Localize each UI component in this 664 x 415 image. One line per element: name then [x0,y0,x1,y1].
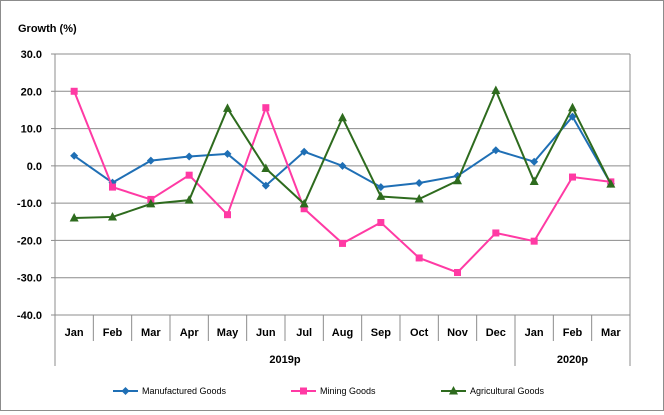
legend-item: Agricultural Goods [441,386,545,396]
x-tick-label: Jan [525,327,544,339]
y-axis-label: Growth (%) [18,23,77,35]
legend-label: Mining Goods [320,386,376,396]
series-lines [69,85,616,276]
y-tick-label: -40.0 [17,310,42,322]
data-point [568,112,577,121]
data-point [185,152,194,161]
legend-item: Mining Goods [291,386,376,396]
legend-marker [121,387,130,395]
data-point [415,179,424,188]
data-point [376,183,385,192]
x-tick-label: Jun [256,327,276,339]
data-point [70,151,79,160]
x-tick-label: Nov [447,327,469,339]
data-point [185,171,193,179]
gridlines [55,53,630,316]
data-point [377,219,385,227]
x-group-label: 2019p [269,354,300,366]
x-tick-label: Feb [103,327,123,339]
legend-marker [300,387,307,395]
data-point [224,211,231,219]
data-point [300,147,309,156]
data-point [491,85,501,95]
x-tick-label: Apr [180,327,200,339]
y-tick-label: 30.0 [21,49,42,61]
y-tick-labels: 30.0 20.0 10.0 0.0 -10.0 -20.0 -30.0 -40.0 [17,49,42,322]
data-point [376,191,386,200]
data-point [299,198,309,208]
data-point [414,194,424,203]
x-tick-labels: Jan Feb Mar Apr May Jun Jul Aug Sep Oct Nov Dec Jan F… [65,327,622,339]
x-tick-label: Mar [601,327,621,339]
data-point [223,103,232,112]
series-line [73,114,612,189]
data-point [70,87,78,95]
data-point [529,176,539,186]
data-point [338,112,347,122]
data-point [261,163,271,172]
series-3 [69,85,616,222]
data-point [69,213,79,222]
data-point [492,229,500,237]
y-tick-label: 10.0 [21,124,42,136]
series-1 [70,112,615,192]
data-point [415,254,423,262]
data-point [569,173,576,181]
x-group-labels: 2019p 2020p [269,354,588,366]
data-point [261,181,270,190]
data-point [223,149,232,158]
data-point [453,175,462,185]
y-tick-label: -30.0 [17,273,42,285]
x-group-label: 2020p [557,354,588,366]
data-point [568,102,577,112]
data-point [300,205,308,213]
y-tick-label: -10.0 [17,198,42,210]
y-tick-label: -20.0 [17,235,42,247]
x-tick-label: Sep [371,327,391,339]
data-point [262,104,270,112]
data-point [530,157,539,166]
x-tick-label: Feb [563,327,583,339]
data-point [454,268,461,276]
data-point [606,179,616,188]
data-point [339,239,346,247]
x-tick-label: Jul [296,327,312,339]
x-tick-label: May [217,327,239,339]
x-tick-label: Dec [486,327,506,339]
data-point [146,198,156,208]
legend-label: Manufactured Goods [142,386,227,396]
data-point [184,195,194,204]
data-point [146,156,155,165]
legend-marker [449,386,458,395]
x-tick-label: Oct [410,327,429,339]
y-tick-label: 20.0 [21,86,42,98]
legend: Manufactured Goods Mining Goods Agricultur… [113,386,545,396]
data-point [491,146,500,155]
series-line [74,87,612,220]
y-tick-label: 0.0 [27,161,42,173]
x-tick-label: Jan [65,327,84,339]
data-point [108,211,117,221]
x-tick-label: Aug [332,327,353,339]
data-point [109,183,116,191]
x-tick-label: Mar [141,327,161,339]
data-point [338,161,347,170]
axes [51,53,631,366]
legend-item: Manufactured Goods [113,386,227,396]
legend-label: Agricultural Goods [470,386,545,396]
data-point [530,237,538,245]
